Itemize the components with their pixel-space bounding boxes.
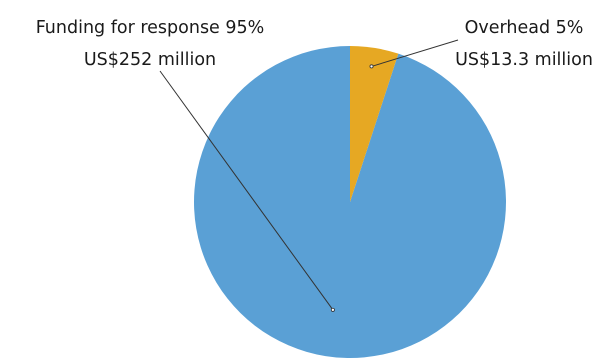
slice-label-funding-line1: Funding for response 95% bbox=[36, 18, 265, 38]
slice-overhead bbox=[350, 46, 399, 202]
slice-label-overhead-line1: Overhead 5% bbox=[465, 18, 584, 38]
slice-label-overhead-value: US$13.3 million bbox=[455, 50, 593, 70]
slice-label-funding-value: US$252 million bbox=[84, 50, 216, 70]
slice-overhead-leader-dot bbox=[369, 64, 374, 69]
slice-overhead-leader-line bbox=[371, 39, 459, 67]
slice-funding bbox=[193, 46, 506, 358]
slice-funding-leader-dot bbox=[330, 307, 335, 312]
slice-funding-leader-line bbox=[159, 70, 334, 311]
